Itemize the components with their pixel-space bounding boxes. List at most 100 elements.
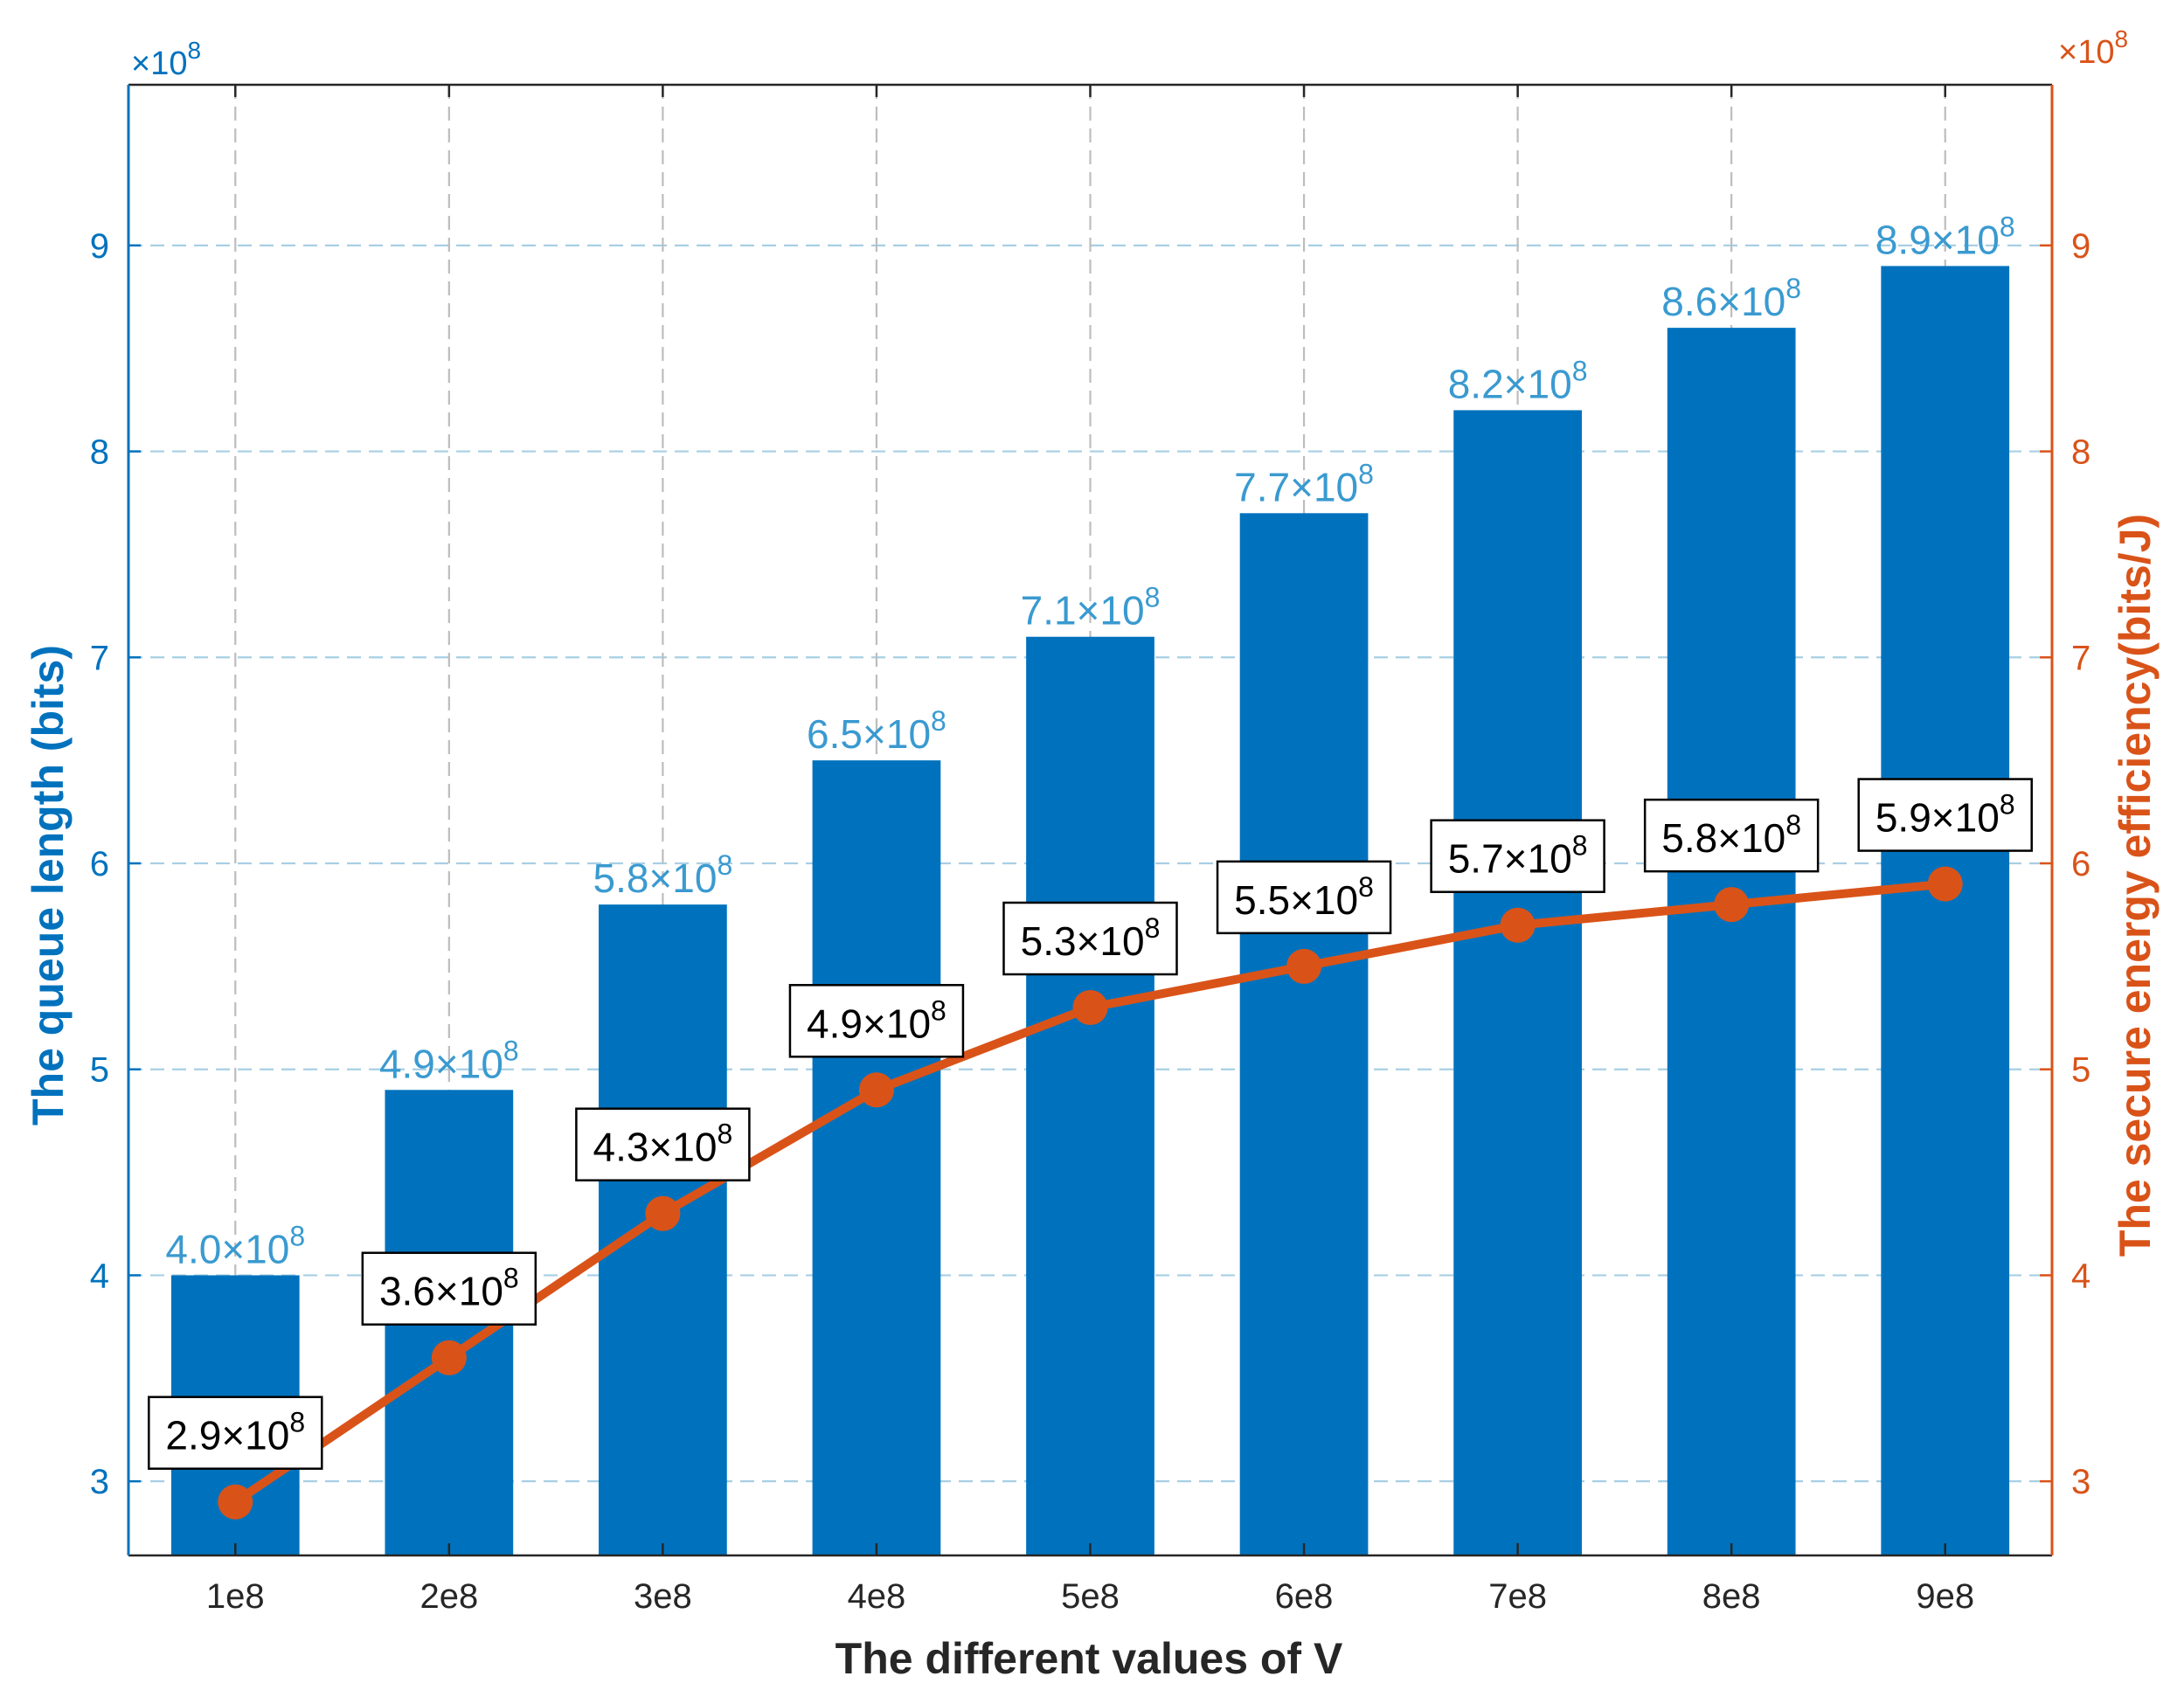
bar-8e8 <box>1667 328 1796 1556</box>
line-label-mantissa: 5.3×10 <box>1021 918 1145 964</box>
line-data-label: 5.7×108 <box>1430 819 1605 893</box>
bar-label-exponent: 8 <box>1785 273 1801 304</box>
line-point-7e8 <box>1500 907 1536 943</box>
line-point-4e8 <box>858 1072 894 1108</box>
y-left-tick-label: 7 <box>90 639 109 677</box>
line-label-text: 5.3×108 <box>1021 912 1161 964</box>
line-label-exponent: 8 <box>1358 871 1374 903</box>
line-data-label: 4.9×108 <box>788 984 965 1058</box>
bar-label-exponent: 8 <box>289 1220 305 1251</box>
x-axis-title: The different values of V <box>835 1634 1343 1683</box>
line-label-exponent: 8 <box>931 994 946 1026</box>
bar-label-mantissa: 8.9×10 <box>1875 217 2000 262</box>
line-label-box <box>1857 778 2033 852</box>
y-left-tick-label: 9 <box>90 227 109 266</box>
x-tick-label: 2e8 <box>419 1577 478 1616</box>
line-label-text: 4.3×108 <box>593 1119 732 1170</box>
bar-4e8 <box>812 760 941 1555</box>
bar-data-label: 4.0×108 <box>165 1220 305 1271</box>
bar-label-exponent: 8 <box>1358 458 1374 489</box>
bar-label-mantissa: 7.7×10 <box>1234 464 1358 509</box>
line-label-exponent: 8 <box>503 1263 519 1294</box>
line-data-label: 3.6×108 <box>361 1251 537 1326</box>
line-label-mantissa: 2.9×10 <box>165 1413 289 1458</box>
bar-data-label: 8.6×108 <box>1661 273 1801 324</box>
y-left-tick-label: 8 <box>90 433 109 472</box>
line-label-text: 5.7×108 <box>1448 830 1588 882</box>
line-point-2e8 <box>431 1340 467 1375</box>
y-left-tick-label: 4 <box>90 1257 109 1295</box>
x-tick-label: 7e8 <box>1488 1577 1547 1616</box>
bar-9e8 <box>1881 266 2010 1555</box>
line-point-3e8 <box>645 1195 681 1231</box>
line-label-exponent: 8 <box>1145 912 1161 944</box>
line-data-label: 2.9×108 <box>148 1396 323 1470</box>
bar-data-label: 6.5×108 <box>807 705 946 757</box>
x-tick-label: 1e8 <box>206 1577 265 1616</box>
y-right-tick-label: 5 <box>2071 1051 2090 1090</box>
y-axis-left-title: The queue length (bits) <box>24 645 73 1126</box>
bar-data-label: 7.7×108 <box>1234 458 1374 509</box>
y-left-tick-label: 3 <box>90 1463 109 1501</box>
y-right-tick-label: 3 <box>2071 1463 2090 1501</box>
bar-6e8 <box>1239 513 1369 1556</box>
bar-label-exponent: 8 <box>1145 582 1161 613</box>
line-label-mantissa: 5.5×10 <box>1234 877 1358 923</box>
x-tick-label: 5e8 <box>1061 1577 1120 1616</box>
line-label-box <box>1643 798 1820 873</box>
y-axis-right-multiplier: ×108 <box>2058 25 2128 71</box>
bar-7e8 <box>1453 410 1582 1555</box>
line-label-box <box>1430 819 1605 893</box>
line-label-mantissa: 3.6×10 <box>379 1269 503 1314</box>
line-point-1e8 <box>218 1484 253 1520</box>
line-label-exponent: 8 <box>1572 830 1588 862</box>
bar-label-exponent: 8 <box>1572 355 1588 386</box>
bar-label-exponent: 8 <box>717 849 732 881</box>
y-axis-right-title: The secure energy efficiency(bits/J) <box>2111 514 2160 1257</box>
y-right-tick-label: 7 <box>2071 639 2090 677</box>
bar-label-mantissa: 5.8×10 <box>593 855 717 901</box>
y-right-tick-label: 4 <box>2071 1257 2090 1295</box>
bar-5e8 <box>1026 636 1154 1555</box>
y-left-tick-label: 5 <box>90 1051 109 1090</box>
line-label-box <box>575 1107 751 1181</box>
bar-label-mantissa: 7.1×10 <box>1021 588 1145 634</box>
line-label-exponent: 8 <box>717 1119 732 1150</box>
x-tick-label: 8e8 <box>1702 1577 1761 1616</box>
line-label-exponent: 8 <box>2000 789 2015 821</box>
line-label-text: 5.5×108 <box>1234 871 1374 923</box>
line-data-label: 5.9×108 <box>1857 778 2033 852</box>
line-label-mantissa: 5.8×10 <box>1661 815 1785 861</box>
bar-data-label: 4.9×108 <box>379 1035 519 1086</box>
line-data-label: 5.3×108 <box>1002 901 1178 976</box>
line-label-exponent: 8 <box>1785 809 1801 841</box>
y-right-tick-label: 6 <box>2071 845 2090 883</box>
line-label-box <box>148 1396 323 1470</box>
line-label-text: 5.8×108 <box>1661 809 1801 861</box>
line-data-label: 5.5×108 <box>1216 860 1392 935</box>
y-left-tick-label: 6 <box>90 845 109 883</box>
y-right-tick-label: 9 <box>2071 227 2090 266</box>
line-label-text: 2.9×108 <box>165 1407 305 1458</box>
x-tick-label: 4e8 <box>848 1577 906 1616</box>
line-label-box <box>1216 860 1392 935</box>
line-label-text: 5.9×108 <box>1875 789 2015 841</box>
y-right-tick-label: 8 <box>2071 433 2090 472</box>
x-tick-label: 9e8 <box>1916 1577 1974 1616</box>
bar-label-mantissa: 4.9×10 <box>379 1041 503 1086</box>
bar-label-mantissa: 4.0×10 <box>165 1226 289 1271</box>
line-label-box <box>1002 901 1178 976</box>
line-point-9e8 <box>1927 866 1963 902</box>
bar-data-label: 7.1×108 <box>1021 582 1161 634</box>
line-label-box <box>361 1251 537 1326</box>
bar-label-mantissa: 8.2×10 <box>1448 361 1572 406</box>
line-label-mantissa: 4.3×10 <box>593 1125 717 1170</box>
line-point-6e8 <box>1286 948 1322 984</box>
line-label-mantissa: 4.9×10 <box>807 1001 931 1046</box>
line-point-5e8 <box>1072 990 1108 1025</box>
bar-series <box>170 266 2010 1556</box>
bar-label-exponent: 8 <box>2000 211 2015 242</box>
bar-label-mantissa: 8.6×10 <box>1661 279 1785 324</box>
line-labels: 2.9×1083.6×1084.3×1084.9×1085.3×1085.5×1… <box>148 778 2033 1470</box>
